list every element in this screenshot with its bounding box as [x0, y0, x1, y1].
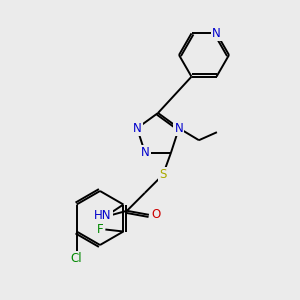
- Text: S: S: [159, 168, 167, 181]
- Text: N: N: [141, 146, 149, 159]
- Text: HN: HN: [94, 209, 112, 222]
- Text: N: N: [133, 122, 142, 135]
- Text: O: O: [151, 208, 160, 221]
- Text: F: F: [97, 223, 104, 236]
- Text: Cl: Cl: [71, 252, 82, 265]
- Text: N: N: [212, 27, 221, 40]
- Text: N: N: [175, 122, 183, 135]
